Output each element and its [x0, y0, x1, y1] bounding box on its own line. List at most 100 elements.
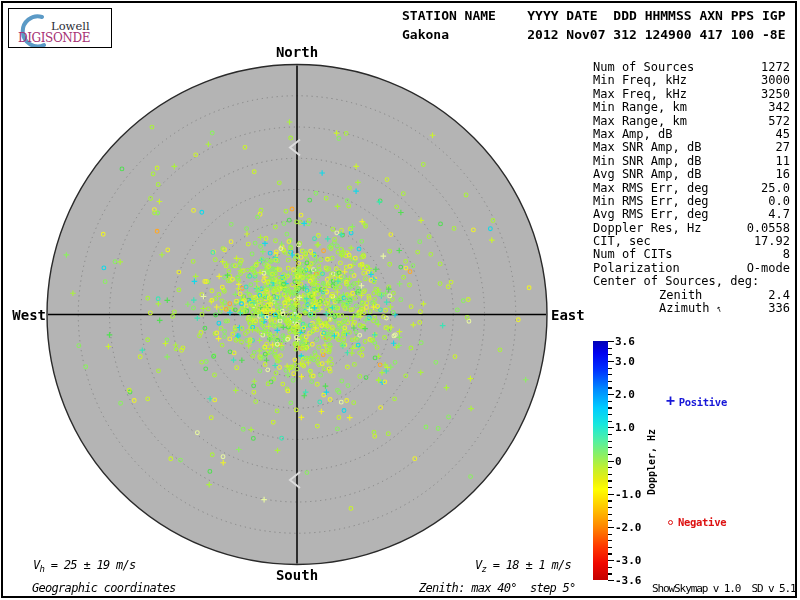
stat-value: 572 — [768, 115, 790, 128]
colorbar-tick — [608, 434, 612, 435]
colorbar-tick — [608, 401, 612, 402]
stats-panel: Num of Sources 1272Min Freq, kHz3000Max F… — [593, 61, 790, 315]
vertical-velocity: Vz = 18 ± 1 m/s — [475, 558, 571, 574]
stat-label: Polarization — [593, 262, 680, 275]
stat-value: 8 — [783, 248, 790, 261]
stat-row: Max SNR Amp, dB 27 — [593, 141, 790, 154]
stat-label: Max SNR Amp, dB — [593, 141, 701, 154]
legend-negative-label: Negative — [678, 516, 726, 528]
stat-label: Avg SNR Amp, dB — [593, 168, 701, 181]
stat-row: Min RMS Err, deg 0.0 — [593, 195, 790, 208]
stat-label: CIT, sec — [593, 235, 651, 248]
stat-row: Num of Sources 1272 — [593, 61, 790, 74]
stat-label: Azimuth — [659, 302, 710, 315]
stat-label: Max Freq, kHz — [593, 88, 687, 101]
colorbar-tick — [608, 427, 614, 428]
stat-value: 11 — [776, 155, 790, 168]
colorbar-tick-label: 3.6 — [615, 336, 635, 347]
colorbar-tick — [608, 368, 612, 369]
stat-label: Num of Sources — [593, 61, 694, 74]
colorbar-tick — [608, 494, 614, 495]
stat-row: CIT, sec 17.92 — [593, 235, 790, 248]
horizontal-velocity: Vh = 25 ± 19 m/s — [33, 558, 136, 574]
colorbar-tick — [608, 441, 612, 442]
colorbar-tick — [608, 341, 614, 342]
stat-value: 2.4 — [768, 289, 790, 302]
colorbar-tick — [608, 407, 612, 408]
colorbar-tick — [608, 467, 612, 468]
stat-value: 16 — [776, 168, 790, 181]
colorbar-tick — [608, 520, 612, 521]
colorbar-axis-label: Doppler, Hz — [646, 429, 657, 495]
colorbar-tick — [608, 421, 612, 422]
colorbar-tick — [608, 487, 612, 488]
legend-negative: Negative — [668, 516, 726, 528]
stat-label: Center of Sources, deg: — [593, 275, 759, 288]
colorbar-tick — [608, 381, 612, 382]
stat-row: Azimuth↑ 336 — [593, 302, 790, 315]
station-header: STATION NAME YYYY DATE DDD HHMMSS AXN PP… — [402, 7, 786, 44]
stat-row: Max RMS Err, deg25.0 — [593, 182, 790, 195]
circle-icon — [668, 520, 673, 525]
stat-label: Min SNR Amp, dB — [593, 155, 701, 168]
logo-digisonde-text: DIGISONDE — [18, 31, 90, 45]
stat-row: Doppler Res, Hz0.0558 — [593, 222, 790, 235]
stat-row: Avg SNR Amp, dB 16 — [593, 168, 790, 181]
stat-value: 1272 — [761, 61, 790, 74]
plus-icon: + — [666, 395, 675, 408]
colorbar-tick — [608, 553, 612, 554]
stat-label: Num of CITs — [593, 248, 672, 261]
stat-value: 17.92 — [754, 235, 790, 248]
stat-row: Center of Sources, deg: — [593, 275, 790, 288]
compass-north-label: North — [247, 44, 347, 60]
colorbar-tick — [608, 567, 612, 568]
doppler-colorbar — [593, 341, 608, 580]
colorbar-tick — [608, 507, 612, 508]
vz-value: = 18 ± 1 m/s — [486, 558, 571, 572]
stat-row: Min SNR Amp, dB 11 — [593, 155, 790, 168]
colorbar-tick — [608, 361, 614, 362]
colorbar-tick — [608, 480, 612, 481]
colorbar-tick — [608, 348, 612, 349]
colorbar-tick-label: -2.0 — [615, 521, 642, 532]
colorbar-tick — [608, 474, 612, 475]
colorbar-tick-label: -1.0 — [615, 488, 642, 499]
stat-label: Min Range, km — [593, 101, 687, 114]
stat-value: 27 — [776, 141, 790, 154]
colorbar-tick-label: -3.0 — [615, 555, 642, 566]
colorbar-tick — [608, 414, 612, 415]
colorbar-tick-label: 1.0 — [615, 422, 635, 433]
stat-value: O-mode — [747, 262, 790, 275]
vh-value: = 25 ± 19 m/s — [44, 558, 135, 572]
stat-value: 0.0558 — [747, 222, 790, 235]
stat-label: Max Range, km — [593, 115, 687, 128]
colorbar-tick — [608, 527, 614, 528]
azimuth-direction-icon: ↑ — [713, 301, 724, 316]
stat-label: Zenith — [659, 289, 702, 302]
stat-label: Min RMS Err, deg — [593, 195, 709, 208]
stat-row: Min Freq, kHz3000 — [593, 74, 790, 87]
colorbar-tick — [608, 354, 612, 355]
legend-positive: + Positive — [666, 395, 727, 408]
colorbar-tick — [608, 374, 612, 375]
compass-west-label: West — [4, 307, 46, 323]
stat-value: 336 — [768, 302, 790, 315]
stat-value: 25.0 — [761, 182, 790, 195]
station-header-columns: STATION NAME YYYY DATE DDD HHMMSS AXN PP… — [402, 7, 786, 26]
colorbar-tick — [608, 500, 612, 501]
legend-positive-label: Positive — [679, 396, 727, 408]
stat-row: Polarization O-mode — [593, 262, 790, 275]
colorbar-tick — [608, 461, 614, 462]
stat-value: 0.0 — [768, 195, 790, 208]
stat-row: Max Freq, kHz 3250 — [593, 88, 790, 101]
colorbar-tick — [608, 454, 612, 455]
stat-row: Num of CITs 8 — [593, 248, 790, 261]
colorbar-tick — [608, 560, 614, 561]
coordinates-note: Geographic coordinates — [32, 581, 176, 595]
stat-row: Max Range, km 572 — [593, 115, 790, 128]
software-version: ShowSkymap v 1.0 SD v 5.1 — [652, 582, 796, 595]
stat-value: 3250 — [761, 88, 790, 101]
colorbar-tick — [608, 580, 614, 581]
colorbar-tick — [608, 514, 612, 515]
compass-south-label: South — [247, 567, 347, 583]
